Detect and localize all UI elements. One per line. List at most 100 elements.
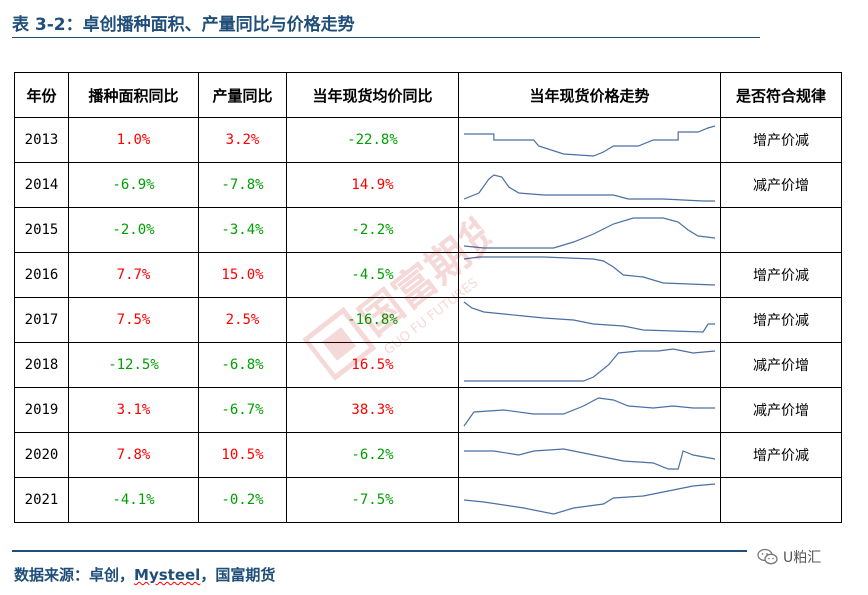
price-trend-line bbox=[463, 397, 716, 427]
price-trend-cell bbox=[458, 117, 721, 163]
yield-price-table: 年份 播种面积同比 产量同比 当年现货均价同比 当年现货价格走势 是否符合规律 … bbox=[14, 72, 842, 523]
rule-cell bbox=[720, 207, 842, 253]
year-cell: 2016 bbox=[14, 252, 69, 298]
table-row: 2020 7.8% 10.5% -6.2% 增产价减 bbox=[14, 432, 842, 478]
price-trend-line bbox=[463, 256, 716, 286]
table-caption: 表 3-2：卓创播种面积、产量同比与价格走势 bbox=[12, 15, 355, 35]
price-yoy-cell: -6.2% bbox=[286, 432, 459, 478]
area-yoy-cell: 7.7% bbox=[68, 252, 199, 298]
price-trend-sparkline bbox=[463, 448, 716, 470]
table-row: 2016 7.7% 15.0% -4.5% 增产价减 bbox=[14, 252, 842, 298]
table-row: 2018 -12.5% -6.8% 16.5% 减产价增 bbox=[14, 342, 842, 388]
price-trend-sparkline bbox=[463, 256, 716, 286]
area-yoy-cell: 1.0% bbox=[68, 117, 199, 163]
price-yoy-cell: 14.9% bbox=[286, 162, 459, 208]
price-yoy-cell: -7.5% bbox=[286, 477, 459, 523]
header-output-yoy: 产量同比 bbox=[198, 72, 287, 118]
header-price-trend: 当年现货价格走势 bbox=[458, 72, 721, 118]
area-yoy-cell: -4.1% bbox=[68, 477, 199, 523]
price-trend-cell bbox=[458, 162, 721, 208]
price-trend-sparkline bbox=[463, 301, 716, 333]
table-row: 2017 7.5% 2.5% -16.8% 增产价减 bbox=[14, 297, 842, 343]
price-yoy-cell: 16.5% bbox=[286, 342, 459, 388]
price-yoy-cell: -22.8% bbox=[286, 117, 459, 163]
price-trend-sparkline bbox=[463, 174, 716, 202]
year-cell: 2019 bbox=[14, 387, 69, 433]
price-trend-sparkline bbox=[463, 217, 716, 249]
footer-rule bbox=[12, 550, 747, 552]
output-yoy-cell: -6.8% bbox=[198, 342, 287, 388]
area-yoy-cell: 7.5% bbox=[68, 297, 199, 343]
price-trend-cell bbox=[458, 432, 721, 478]
output-yoy-cell: 10.5% bbox=[198, 432, 287, 478]
table-row: 2014 -6.9% -7.8% 14.9% 减产价增 bbox=[14, 162, 842, 208]
table-row: 2019 3.1% -6.7% 38.3% 减产价增 bbox=[14, 387, 842, 433]
rule-cell: 增产价减 bbox=[720, 117, 842, 163]
price-yoy-cell: 38.3% bbox=[286, 387, 459, 433]
table-row: 2013 1.0% 3.2% -22.8% 增产价减 bbox=[14, 117, 842, 163]
source-note: 数据来源：卓创，Mysteel，国富期货 bbox=[14, 564, 275, 585]
price-yoy-cell: -4.5% bbox=[286, 252, 459, 298]
rule-cell: 减产价增 bbox=[720, 162, 842, 208]
price-trend-line bbox=[463, 301, 716, 333]
price-yoy-cell: -16.8% bbox=[286, 297, 459, 343]
area-yoy-cell: 3.1% bbox=[68, 387, 199, 433]
year-cell: 2020 bbox=[14, 432, 69, 478]
price-trend-line bbox=[463, 217, 716, 249]
price-trend-line bbox=[463, 174, 716, 202]
header-area-yoy: 播种面积同比 bbox=[68, 72, 199, 118]
header-rule: 是否符合规律 bbox=[720, 72, 842, 118]
rule-cell: 增产价减 bbox=[720, 297, 842, 343]
price-trend-line bbox=[463, 448, 716, 470]
source-suffix: ，国富期货 bbox=[200, 566, 276, 584]
header-year: 年份 bbox=[14, 72, 69, 118]
header-price-yoy: 当年现货均价同比 bbox=[286, 72, 459, 118]
output-yoy-cell: -7.8% bbox=[198, 162, 287, 208]
year-cell: 2018 bbox=[14, 342, 69, 388]
area-yoy-cell: -12.5% bbox=[68, 342, 199, 388]
rule-cell: 减产价增 bbox=[720, 342, 842, 388]
rule-cell: 增产价减 bbox=[720, 432, 842, 478]
year-cell: 2013 bbox=[14, 117, 69, 163]
price-trend-line bbox=[463, 483, 716, 515]
output-yoy-cell: 2.5% bbox=[198, 297, 287, 343]
wechat-icon bbox=[757, 548, 778, 565]
price-trend-line bbox=[463, 125, 716, 157]
table-row: 2015 -2.0% -3.4% -2.2% bbox=[14, 207, 842, 253]
price-trend-cell bbox=[458, 387, 721, 433]
area-yoy-cell: 7.8% bbox=[68, 432, 199, 478]
output-yoy-cell: -6.7% bbox=[198, 387, 287, 433]
output-yoy-cell: 15.0% bbox=[198, 252, 287, 298]
price-trend-cell bbox=[458, 252, 721, 298]
rule-cell: 增产价减 bbox=[720, 252, 842, 298]
price-trend-sparkline bbox=[463, 397, 716, 427]
price-trend-cell bbox=[458, 207, 721, 253]
rule-cell: 减产价增 bbox=[720, 387, 842, 433]
output-yoy-cell: -0.2% bbox=[198, 477, 287, 523]
rule-cell bbox=[720, 477, 842, 523]
output-yoy-cell: 3.2% bbox=[198, 117, 287, 163]
year-cell: 2015 bbox=[14, 207, 69, 253]
price-trend-cell bbox=[458, 342, 721, 388]
price-yoy-cell: -2.2% bbox=[286, 207, 459, 253]
table-row: 2021 -4.1% -0.2% -7.5% bbox=[14, 477, 842, 523]
year-cell: 2017 bbox=[14, 297, 69, 343]
caption-underline bbox=[12, 37, 760, 38]
source-prefix: 数据来源：卓创， bbox=[14, 566, 135, 584]
header-row: 年份 播种面积同比 产量同比 当年现货均价同比 当年现货价格走势 是否符合规律 bbox=[14, 72, 842, 118]
price-trend-sparkline bbox=[463, 348, 716, 382]
area-yoy-cell: -6.9% bbox=[68, 162, 199, 208]
year-cell: 2021 bbox=[14, 477, 69, 523]
price-trend-sparkline bbox=[463, 483, 716, 515]
output-yoy-cell: -3.4% bbox=[198, 207, 287, 253]
price-trend-cell bbox=[458, 297, 721, 343]
price-trend-line bbox=[463, 348, 716, 382]
table-body: 2013 1.0% 3.2% -22.8% 增产价减 2014 -6.9% -7.8% 14.9… bbox=[14, 117, 842, 523]
wechat-account: U粕汇 bbox=[757, 547, 821, 567]
wechat-label: U粕汇 bbox=[783, 550, 822, 566]
area-yoy-cell: -2.0% bbox=[68, 207, 199, 253]
source-mysteel: Mysteel bbox=[134, 566, 201, 584]
year-cell: 2014 bbox=[14, 162, 69, 208]
price-trend-sparkline bbox=[463, 125, 716, 157]
price-trend-cell bbox=[458, 477, 721, 523]
